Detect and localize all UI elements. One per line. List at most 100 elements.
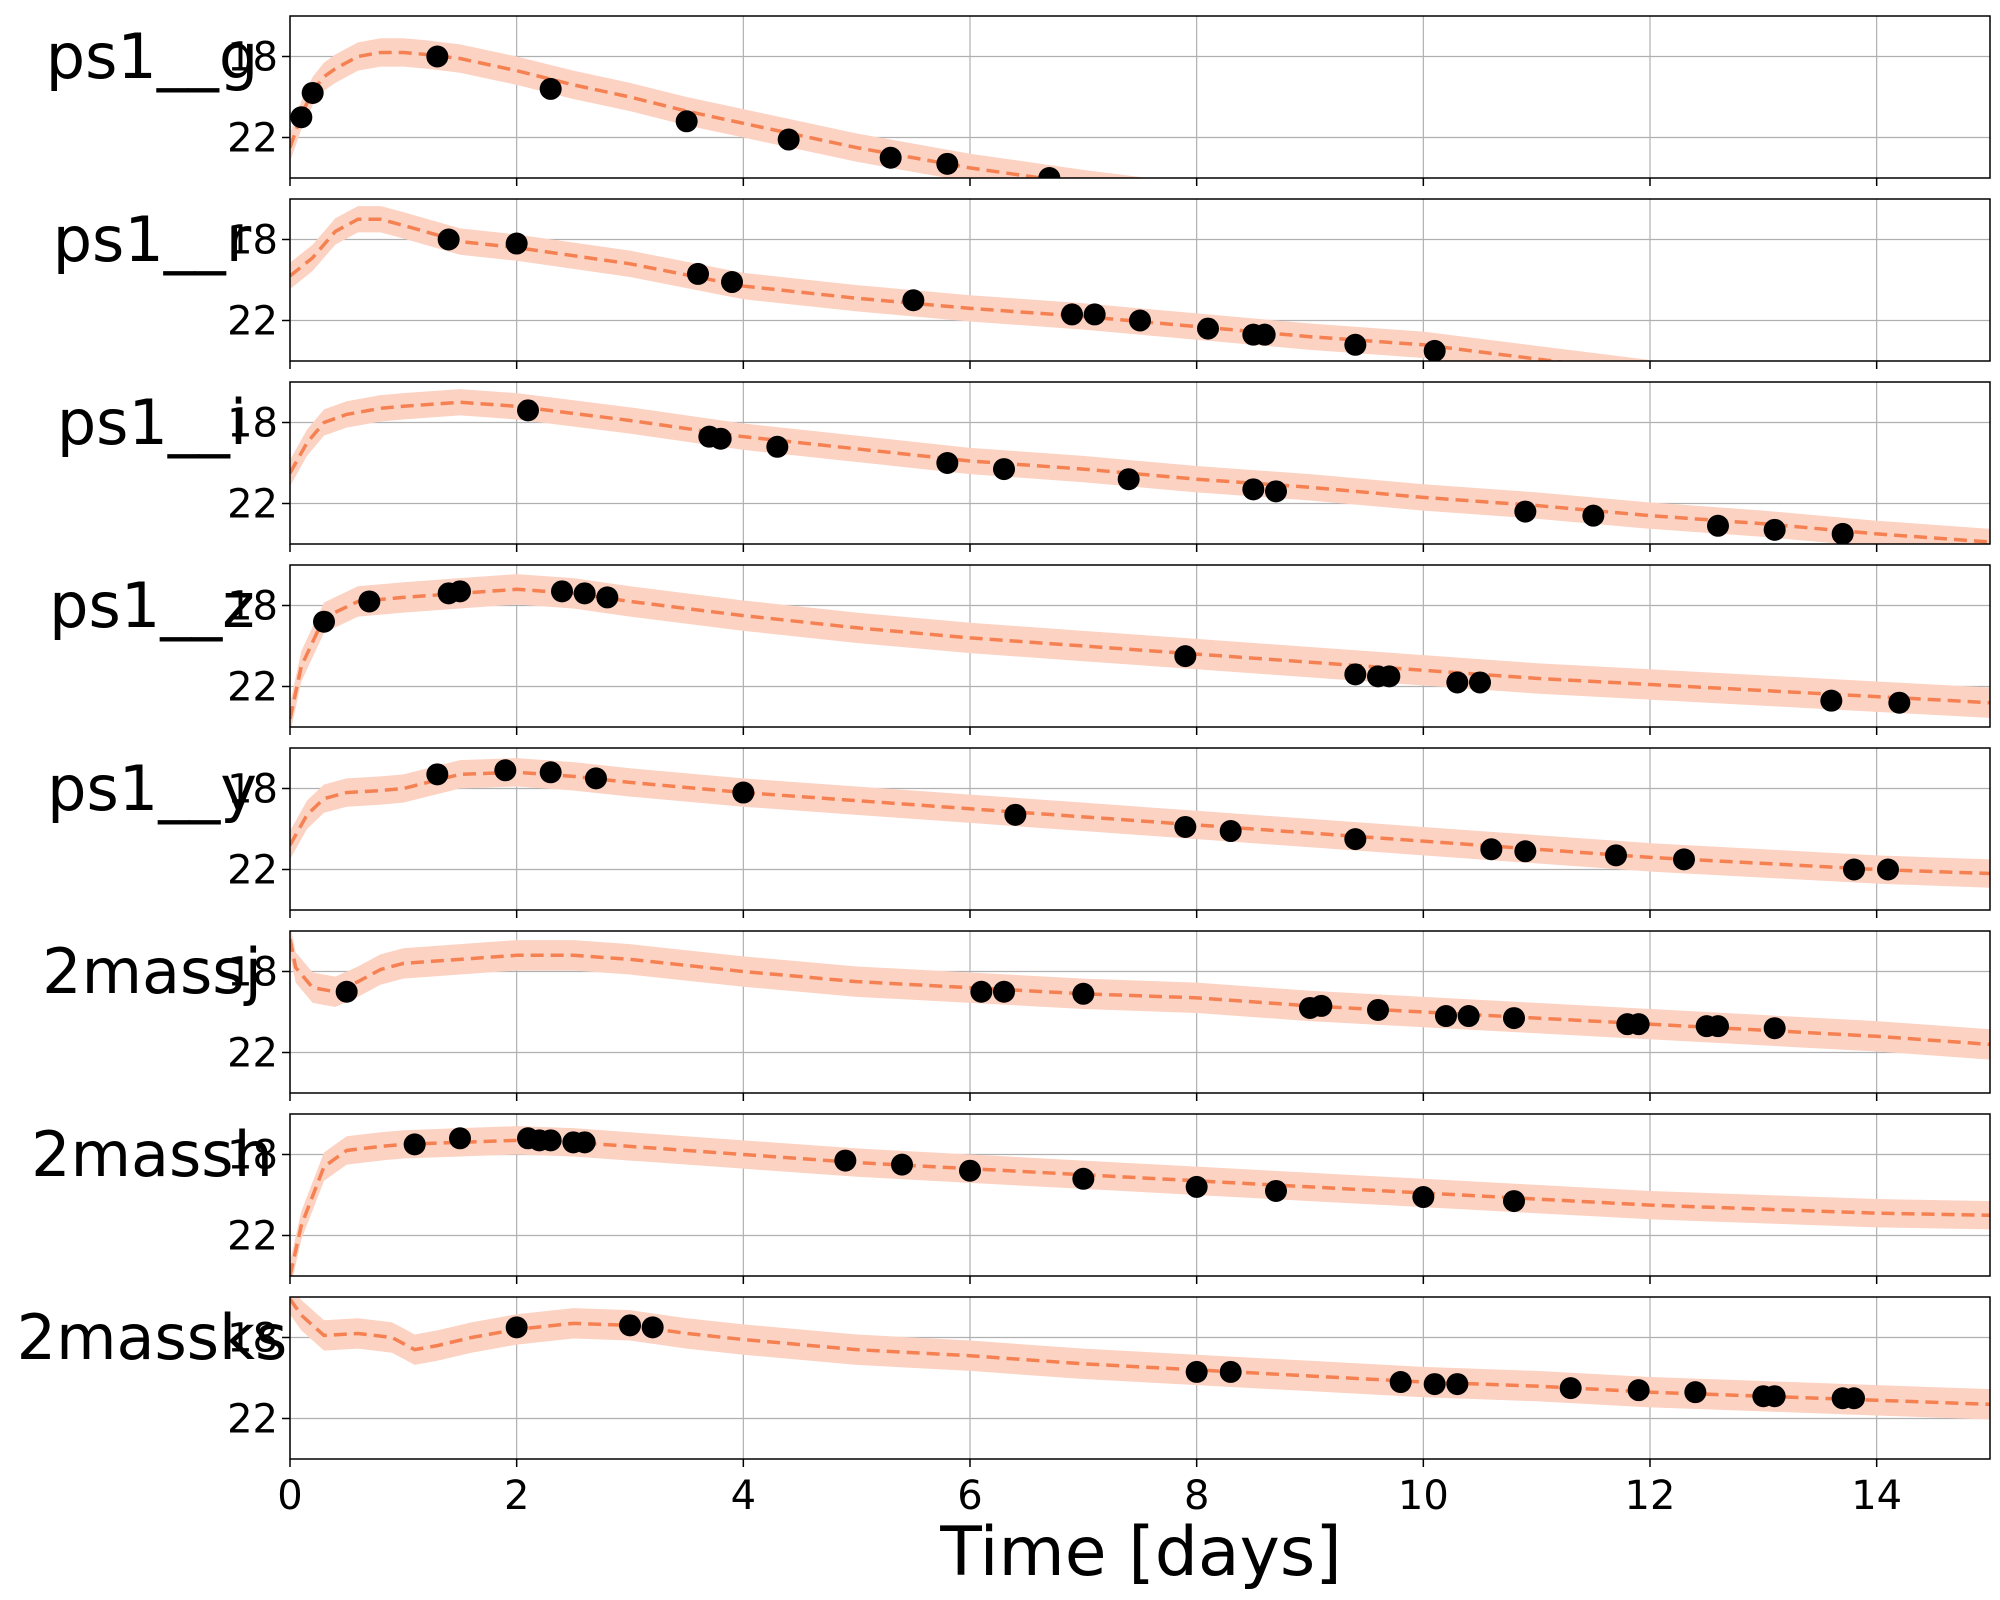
- y-tick-label: 22: [227, 116, 278, 162]
- data-point: [1763, 518, 1786, 541]
- data-point: [891, 1153, 913, 1176]
- data-point: [1446, 1373, 1469, 1396]
- data-point: [1344, 333, 1367, 356]
- band-label: ps1__r: [53, 203, 252, 276]
- y-tick-label: 22: [227, 1214, 278, 1260]
- y-tick-label: 18: [227, 1133, 278, 1179]
- data-point: [573, 582, 596, 605]
- panel-ps1__z: 18 22 ps1__z: [49, 564, 1991, 735]
- data-point: [313, 610, 335, 633]
- panel-frame: [289, 747, 1991, 911]
- data-point: [1446, 671, 1469, 694]
- panel-ps1__y: 18 22 ps1__y: [47, 747, 1991, 918]
- panel-frame: [289, 564, 1991, 728]
- y-tick-label: 22: [227, 299, 278, 345]
- plot-area: [290, 1297, 1990, 1420]
- data-point: [1344, 828, 1367, 851]
- plot-area: [290, 758, 1990, 888]
- data-point: [335, 980, 358, 1003]
- data-point: [1457, 1005, 1480, 1028]
- data-point: [1378, 665, 1401, 688]
- panel-ps1__r: 18 22 ps1__r: [53, 198, 1991, 369]
- data-point: [1004, 803, 1027, 826]
- grid: [289, 16, 1990, 178]
- model-uncertainty-band: [290, 389, 1990, 544]
- data-point: [1265, 1179, 1287, 1202]
- data-point: [1707, 514, 1729, 537]
- data-point: [1820, 689, 1843, 712]
- data-point: [1174, 815, 1197, 838]
- data-point: [1367, 998, 1389, 1021]
- data-point: [1605, 844, 1627, 867]
- data-point: [358, 590, 381, 613]
- panel-frame: [289, 930, 1991, 1094]
- data-point: [959, 1159, 981, 1182]
- data-point: [494, 759, 517, 782]
- data-point: [1503, 1007, 1525, 1030]
- data-point: [1627, 1013, 1650, 1036]
- y-tick-label: 18: [227, 401, 278, 447]
- x-tick-label: 14: [1851, 1473, 1902, 1519]
- x-tick-label: 12: [1625, 1473, 1676, 1519]
- data-point: [902, 289, 925, 312]
- data-point: [505, 1316, 528, 1339]
- data-point: [1423, 339, 1446, 361]
- data-point: [1174, 645, 1197, 668]
- band-label: ps1__z: [49, 569, 255, 642]
- panel-frame: [289, 1113, 1991, 1277]
- y-tick-label: 18: [227, 584, 278, 630]
- data-point: [1117, 468, 1140, 491]
- data-point: [426, 45, 449, 68]
- panel-frame: [289, 381, 1991, 545]
- panel-2massh: 18 22 2massh: [31, 1113, 1991, 1284]
- data-point: [1559, 1377, 1582, 1400]
- x-tick-label: 4: [731, 1473, 756, 1519]
- data-point: [1469, 671, 1491, 694]
- data-point: [709, 427, 732, 450]
- data-point: [1072, 1167, 1095, 1190]
- model-uncertainty-band: [290, 574, 1990, 727]
- plot-area: [290, 574, 1990, 727]
- model-uncertainty-band: [290, 931, 1990, 1060]
- x-tick-label: 10: [1398, 1473, 1449, 1519]
- x-tick-label: 6: [957, 1473, 982, 1519]
- model-uncertainty-band: [290, 38, 1149, 178]
- data-point: [1389, 1371, 1412, 1394]
- panel-frame: [289, 198, 1991, 362]
- data-point: [1514, 500, 1537, 523]
- data-point: [687, 262, 709, 285]
- x-axis-label: Time [days]: [939, 1513, 1342, 1592]
- data-point: [1219, 820, 1242, 843]
- band-label: 2massh: [31, 1118, 273, 1191]
- data-point: [1763, 1385, 1786, 1408]
- x-tick-label: 0: [277, 1473, 302, 1519]
- data-point: [1242, 478, 1265, 501]
- band-label: ps1__g: [46, 20, 258, 93]
- plot-area: [290, 206, 1660, 361]
- data-point: [619, 1314, 641, 1337]
- data-point: [1707, 1015, 1729, 1038]
- y-tick-label: 22: [227, 1397, 278, 1443]
- data-point: [551, 580, 573, 603]
- panel-frame: [289, 15, 1991, 179]
- data-point: [290, 106, 313, 129]
- data-point: [777, 128, 800, 151]
- data-point: [1843, 1387, 1865, 1410]
- data-point: [721, 271, 743, 294]
- data-point: [1038, 167, 1061, 178]
- y-tick-label: 22: [227, 1031, 278, 1077]
- data-point: [426, 763, 449, 786]
- data-point: [1185, 1175, 1208, 1198]
- model-uncertainty-band: [290, 206, 1660, 361]
- data-point: [936, 152, 959, 175]
- data-point: [449, 1127, 471, 1150]
- data-point: [732, 781, 755, 804]
- data-point: [1480, 838, 1503, 861]
- data-point: [993, 980, 1015, 1003]
- panel-2massks: 18 22 2massks: [17, 1296, 1991, 1467]
- model-line: [290, 1138, 1990, 1276]
- y-tick-label: 18: [227, 767, 278, 813]
- model-uncertainty-band: [290, 1126, 1990, 1276]
- data-point: [936, 452, 959, 474]
- data-point: [1253, 323, 1276, 346]
